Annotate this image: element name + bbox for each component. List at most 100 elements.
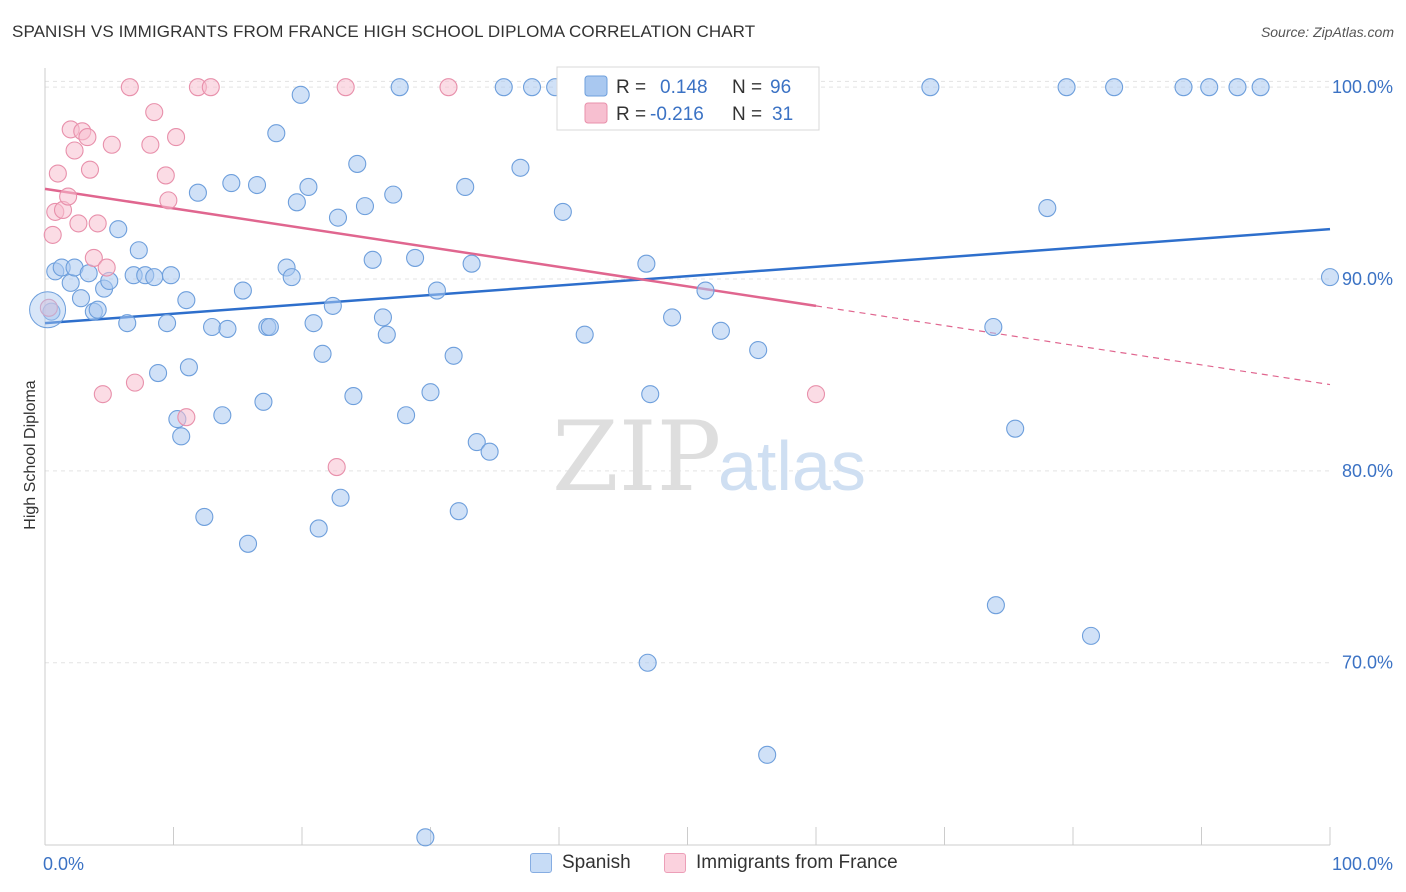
- point-spanish: [749, 340, 768, 360]
- point-spanish: [203, 317, 222, 337]
- y-tick-label: 80.0%: [1342, 461, 1393, 481]
- point-spanish: [177, 291, 196, 310]
- point-spanish: [449, 502, 468, 521]
- legend-r-label-2: R =: [616, 104, 646, 125]
- point-spanish: [1174, 78, 1193, 97]
- point-france: [336, 78, 355, 97]
- point-spanish: [61, 273, 80, 292]
- point-spanish: [1320, 268, 1340, 287]
- y-tick-labels: 70.0% 80.0% 90.0% 100.0%: [1332, 77, 1393, 673]
- point-spanish: [149, 363, 168, 383]
- point-spanish: [331, 488, 350, 507]
- point-france: [39, 298, 58, 317]
- point-spanish: [291, 85, 310, 104]
- point-france: [125, 373, 144, 392]
- point-spanish: [172, 427, 191, 446]
- point-spanish: [522, 78, 542, 97]
- trend-line-france: [44, 187, 817, 308]
- point-france: [93, 385, 112, 404]
- point-spanish: [406, 248, 425, 267]
- y-tick-label: 90.0%: [1342, 269, 1393, 289]
- point-spanish: [222, 174, 241, 193]
- legend-r-value-spanish: 0.148: [660, 77, 708, 98]
- point-france: [201, 78, 220, 97]
- point-spanish: [758, 745, 777, 764]
- point-france: [48, 164, 67, 183]
- legend-n-label: N =: [732, 77, 762, 98]
- point-spanish: [267, 124, 286, 143]
- point-spanish: [1038, 199, 1057, 218]
- y-tick-label: 70.0%: [1342, 653, 1393, 673]
- point-spanish: [427, 281, 446, 300]
- bottom-legend-label-france: Immigrants from France: [696, 852, 898, 873]
- point-spanish: [233, 281, 252, 300]
- point-spanish: [637, 254, 656, 273]
- point-france: [145, 103, 164, 122]
- point-france: [177, 408, 196, 427]
- point-spanish: [467, 433, 486, 452]
- point-spanish: [373, 308, 393, 327]
- point-spanish: [638, 653, 657, 672]
- point-spanish: [711, 321, 730, 340]
- watermark: ZIP atlas: [552, 401, 866, 513]
- point-spanish: [1251, 78, 1270, 97]
- legend-swatch-spanish: [584, 75, 608, 97]
- point-spanish: [363, 250, 382, 269]
- point-spanish: [456, 177, 475, 196]
- point-spanish: [260, 317, 279, 337]
- point-spanish: [145, 268, 164, 287]
- point-spanish: [313, 344, 332, 363]
- point-france: [65, 141, 84, 160]
- watermark-atlas: atlas: [718, 427, 866, 505]
- point-spanish: [1006, 419, 1025, 438]
- point-spanish: [462, 254, 481, 273]
- point-spanish: [109, 220, 128, 239]
- point-spanish: [304, 314, 323, 333]
- point-spanish: [575, 325, 594, 344]
- axes: [44, 68, 1331, 846]
- point-france: [97, 258, 116, 277]
- point-france: [102, 135, 121, 154]
- point-spanish: [377, 325, 396, 344]
- data-points: [29, 78, 1340, 847]
- point-france: [78, 128, 97, 147]
- point-spanish: [309, 519, 328, 538]
- point-france: [806, 385, 826, 404]
- bottom-legend-swatch-france: [664, 853, 686, 873]
- stats-legend: R = 0.148 N = 96 R = -0.216 N = 31: [556, 66, 820, 131]
- point-france: [141, 135, 160, 154]
- point-spanish: [553, 202, 572, 221]
- legend-n-value-spanish: 96: [770, 77, 791, 98]
- point-spanish: [444, 346, 463, 365]
- point-spanish: [328, 208, 348, 227]
- point-france: [159, 191, 178, 210]
- trend-line-spanish: [44, 227, 1331, 325]
- point-spanish: [921, 78, 940, 97]
- chart-source: Source: ZipAtlas.com: [1260, 24, 1394, 40]
- point-spanish: [416, 828, 435, 847]
- point-spanish: [247, 175, 267, 195]
- legend-r-value-france: -0.216: [650, 104, 704, 125]
- point-spanish: [494, 78, 513, 97]
- point-spanish: [1105, 78, 1124, 97]
- point-spanish: [984, 317, 1003, 337]
- point-spanish: [1200, 78, 1219, 97]
- point-spanish: [238, 534, 258, 553]
- point-spanish: [161, 266, 180, 285]
- trend-line-france-extension: [815, 305, 1331, 386]
- point-spanish: [254, 392, 273, 411]
- legend-swatch-france: [584, 102, 608, 124]
- point-spanish: [282, 268, 301, 287]
- point-spanish: [1057, 78, 1076, 97]
- point-spanish: [1228, 78, 1247, 97]
- point-spanish: [390, 78, 409, 97]
- point-france: [84, 248, 103, 267]
- point-spanish: [299, 177, 318, 196]
- point-spanish: [511, 158, 530, 177]
- point-spanish: [195, 507, 214, 526]
- point-france: [156, 166, 175, 185]
- point-spanish: [663, 308, 682, 327]
- bottom-legend: Spanish Immigrants from France: [0, 852, 1406, 878]
- point-spanish: [179, 358, 198, 377]
